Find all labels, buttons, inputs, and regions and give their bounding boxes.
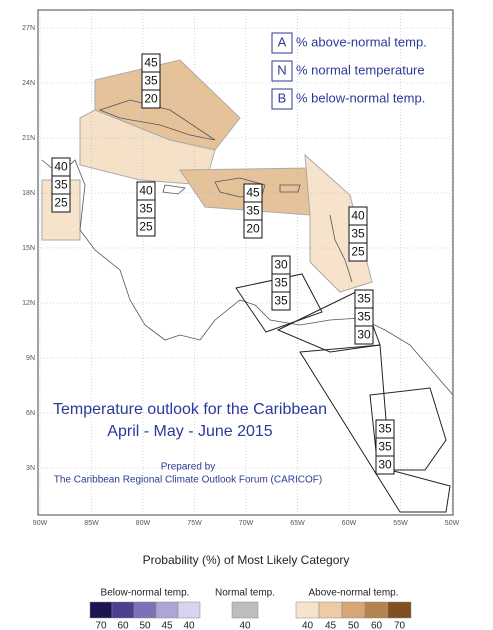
- legend-label: 70: [394, 621, 406, 630]
- key-box: [271, 32, 293, 54]
- legend-swatch: [231, 601, 259, 619]
- key-text: % above-normal temp.: [296, 34, 427, 49]
- map-title: Temperature outlook for the Caribbean: [53, 401, 327, 418]
- prepared-by: The Caribbean Regional Climate Outlook F…: [54, 475, 322, 486]
- legend-swatch: [341, 601, 366, 619]
- region-cell: [348, 242, 368, 262]
- key-text: % below-normal temp.: [296, 90, 425, 105]
- legend-group-name: Above-normal temp.: [308, 588, 398, 599]
- lat-label: 6N: [26, 410, 35, 417]
- key-text: % normal temperature: [296, 62, 425, 77]
- key-letter: N: [277, 62, 286, 77]
- lon-label: 75W: [187, 520, 202, 527]
- region-cell: [354, 325, 374, 345]
- lon-label: 50W: [445, 520, 460, 527]
- legend-label: 45: [325, 621, 337, 630]
- region-value: 20: [144, 92, 158, 106]
- lat-label: 3N: [26, 465, 35, 472]
- key-box: [271, 88, 293, 110]
- lat-label: 12N: [22, 300, 35, 307]
- region-value: 40: [139, 184, 153, 198]
- lon-label: 60W: [342, 520, 357, 527]
- lat-label: 9N: [26, 355, 35, 362]
- lon-label: 55W: [393, 520, 408, 527]
- legend-label: 45: [161, 621, 173, 630]
- legend-swatch: [387, 601, 412, 619]
- region-value: 30: [378, 458, 392, 472]
- lon-label: 80W: [136, 520, 151, 527]
- legend-label: 50: [348, 621, 360, 630]
- region-value: 25: [54, 196, 68, 210]
- region-value: 40: [351, 209, 365, 223]
- region-cell: [51, 193, 71, 213]
- legend-label: 40: [302, 621, 314, 630]
- lat-label: 21N: [22, 135, 35, 142]
- legend-swatch: [133, 601, 157, 619]
- region-value: 25: [139, 220, 153, 234]
- coastline: [329, 214, 353, 283]
- key-letter: B: [278, 90, 287, 105]
- lon-label: 85W: [84, 520, 99, 527]
- region-value: 20: [246, 222, 260, 236]
- region-cell: [375, 455, 395, 475]
- legend-swatch: [155, 601, 179, 619]
- legend-label: 60: [117, 621, 129, 630]
- region-cell: [243, 219, 263, 239]
- region-cell: [271, 291, 291, 311]
- legend-label: 40: [183, 621, 195, 630]
- coastline: [199, 299, 454, 396]
- region-outline: [299, 344, 451, 513]
- legend-label: 70: [95, 621, 107, 630]
- region-value: 35: [144, 74, 158, 88]
- region-value: 45: [144, 56, 158, 70]
- legend-swatch: [318, 601, 343, 619]
- region-value: 25: [351, 245, 365, 259]
- lat-label: 18N: [22, 190, 35, 197]
- shaded-region: [79, 109, 216, 186]
- prepared-by: Prepared by: [161, 462, 215, 473]
- legend-label: 50: [139, 621, 151, 630]
- lat-label: 15N: [22, 245, 35, 252]
- legend-label: 60: [371, 621, 383, 630]
- region-cell: [136, 217, 156, 237]
- region-value: 35: [246, 204, 260, 218]
- region-value: 30: [357, 328, 371, 342]
- legend-title: Probability (%) of Most Likely Category: [143, 553, 350, 567]
- legend-swatch: [295, 601, 320, 619]
- region-cell: [141, 89, 161, 109]
- region-value: 35: [274, 276, 288, 290]
- legend-swatch: [89, 601, 113, 619]
- legend-group-name: Below-normal temp.: [101, 588, 190, 599]
- region-value: 35: [357, 292, 371, 306]
- lat-label: 27N: [22, 25, 35, 32]
- region-value: 35: [357, 310, 371, 324]
- legend-swatch: [111, 601, 135, 619]
- map-title: April - May - June 2015: [107, 423, 273, 440]
- key-letter: A: [278, 34, 287, 49]
- region-value: 45: [246, 186, 260, 200]
- region-value: 35: [378, 422, 392, 436]
- legend-group-name: Normal temp.: [215, 588, 275, 599]
- region-value: 30: [274, 258, 288, 272]
- legend-swatch: [364, 601, 389, 619]
- lon-label: 90W: [33, 520, 48, 527]
- region-value: 35: [54, 178, 68, 192]
- key-box: [271, 60, 293, 82]
- lon-label: 65W: [290, 520, 305, 527]
- legend-label: 40: [239, 621, 251, 630]
- lat-label: 24N: [22, 80, 35, 87]
- region-value: 35: [351, 227, 365, 241]
- region-value: 35: [378, 440, 392, 454]
- legend-swatch: [177, 601, 201, 619]
- region-value: 35: [274, 294, 288, 308]
- map: A % above-normal temp. N % normal temperatu…: [37, 9, 454, 516]
- coastline: [41, 159, 201, 341]
- lon-label: 70W: [239, 520, 254, 527]
- region-value: 35: [139, 202, 153, 216]
- region-value: 40: [54, 160, 68, 174]
